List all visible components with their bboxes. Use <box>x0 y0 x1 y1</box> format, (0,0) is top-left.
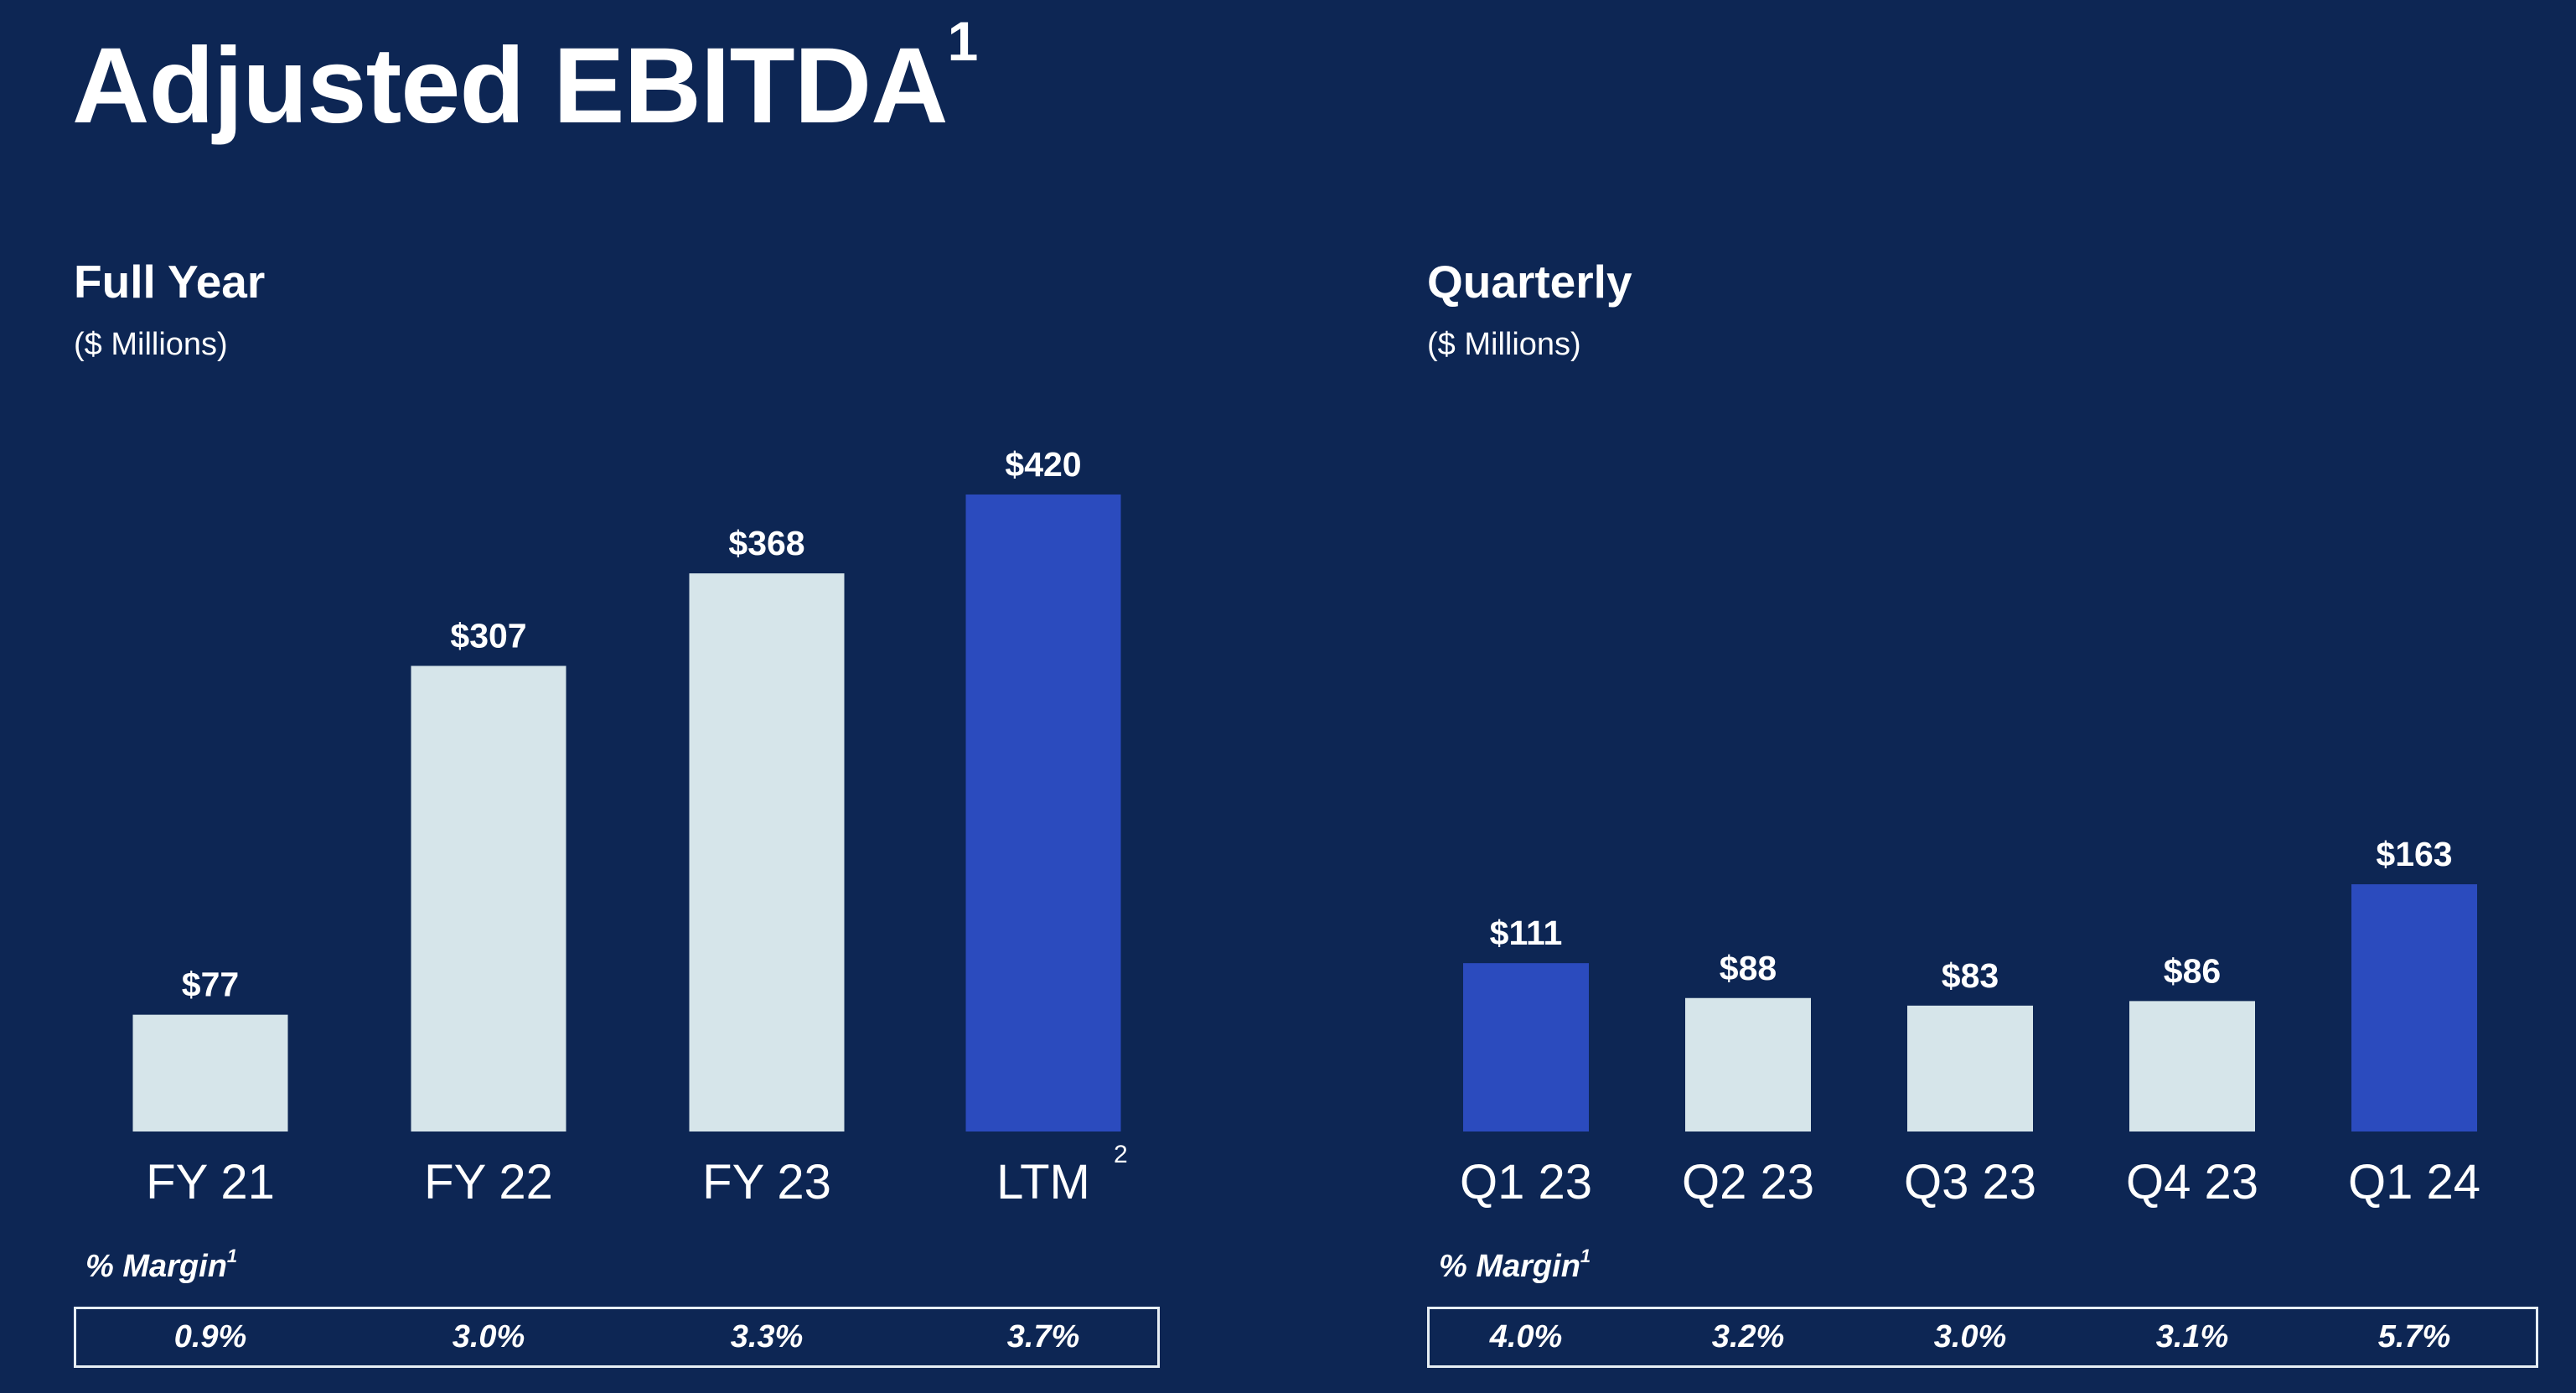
page-title: Adjusted EBITDA1 <box>72 13 978 149</box>
category-label: Q2 23 <box>1682 1155 1814 1209</box>
margin-value: 0.9% <box>173 1319 247 1354</box>
bar-chart: $111 Q1 23 $88 Q2 23 $83 Q3 23 $86 Q4 23 $163 Q1 … <box>1460 835 2480 1209</box>
category-label: FY 21 <box>146 1155 275 1209</box>
value-label: $83 <box>1942 956 1999 995</box>
value-label: $88 <box>1720 949 1777 987</box>
margin-value: 3.0% <box>1933 1319 2007 1354</box>
full-year-panel: Full Year ($ Millions) % Margin1 0.9% 3.0… <box>74 0 1163 1393</box>
category-footnote: 2 <box>1114 1141 1128 1168</box>
title-footnote: 1 <box>947 10 979 72</box>
category-label: FY 23 <box>702 1155 831 1209</box>
chart-unit: ($ Millions) <box>74 327 228 362</box>
category-label: LTM <box>996 1155 1090 1209</box>
bar-q4-23 <box>2129 1001 2255 1131</box>
margin-value: 3.1% <box>2155 1319 2229 1354</box>
margin-footnote: 1 <box>226 1245 238 1266</box>
bar-fy-21 <box>132 1014 288 1131</box>
page-title-text: Adjusted EBITDA <box>72 26 949 146</box>
category-label: Q4 23 <box>2126 1155 2258 1209</box>
category-label: Q3 23 <box>1904 1155 2036 1209</box>
bar-fy-23 <box>689 573 845 1131</box>
margin-value: 3.0% <box>452 1319 525 1354</box>
quarterly-panel: Quarterly ($ Millions) % Margin1 4.0% 3.2… <box>1427 0 2550 1393</box>
category-label: Q1 23 <box>1460 1155 1592 1209</box>
value-label: $420 <box>1005 445 1081 484</box>
margin-label: % Margin1 <box>85 1245 237 1285</box>
value-label: $86 <box>2164 951 2221 990</box>
category-label: Q1 24 <box>2348 1155 2480 1209</box>
bar-q1-23 <box>1463 963 1589 1131</box>
margin-label-text: % Margin <box>1439 1249 1580 1284</box>
value-label: $111 <box>1490 914 1563 952</box>
chart-title: Quarterly <box>1427 256 1632 308</box>
chart-title: Full Year <box>74 256 266 308</box>
bar-ltm <box>965 495 1121 1131</box>
bar-q1-24 <box>2351 884 2477 1131</box>
margin-value: 3.7% <box>1006 1319 1080 1354</box>
chart-unit: ($ Millions) <box>1427 327 1581 362</box>
margin-value: 3.3% <box>730 1319 804 1354</box>
margin-table: 0.9% 3.0% 3.3% 3.7% <box>74 1307 1160 1368</box>
margin-label-text: % Margin <box>85 1249 227 1284</box>
bar-q3-23 <box>1907 1005 2033 1131</box>
value-label: $307 <box>450 616 526 655</box>
margin-value: 3.2% <box>1711 1319 1785 1354</box>
value-label: $77 <box>182 966 239 1004</box>
margin-footnote: 1 <box>1580 1245 1591 1266</box>
category-label: FY 22 <box>424 1155 553 1209</box>
bar-chart: $77 FY 21 $307 FY 22 $368 FY 23 $420 LTM 2 <box>132 445 1128 1209</box>
margin-value: 5.7% <box>2377 1319 2451 1354</box>
bar-fy-22 <box>411 665 566 1131</box>
margin-table: 4.0% 3.2% 3.0% 3.1% 5.7% <box>1427 1307 2538 1368</box>
margin-label: % Margin1 <box>1439 1245 1591 1285</box>
value-label: $163 <box>2376 835 2452 873</box>
bar-q2-23 <box>1685 997 1811 1131</box>
margin-value: 4.0% <box>1489 1319 1563 1354</box>
value-label: $368 <box>728 524 804 562</box>
